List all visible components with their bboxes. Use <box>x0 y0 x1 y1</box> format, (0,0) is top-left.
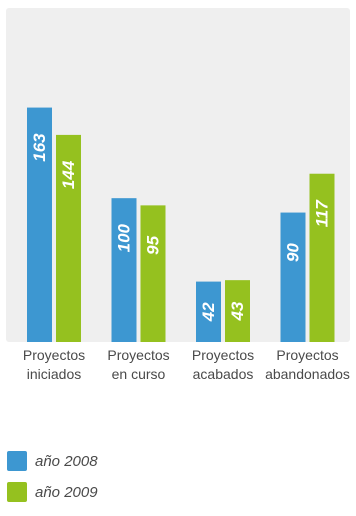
x-tick-label-3-line-1: abandonados <box>265 366 350 382</box>
legend-item-2008: año 2008 <box>7 451 98 471</box>
legend-item-2009: año 2009 <box>7 482 98 502</box>
bar-2-series-0 <box>196 281 221 342</box>
legend-swatch-2009 <box>7 482 27 502</box>
data-label-1-series-1: 95 <box>144 235 163 254</box>
bar-3-series-1 <box>309 173 335 342</box>
data-label-0-series-0: 163 <box>30 133 49 162</box>
data-label-2-series-0: 42 <box>199 302 218 322</box>
bar-0-series-0 <box>27 107 52 343</box>
bar-0-series-1 <box>56 134 81 342</box>
bar-1-series-1 <box>140 205 166 342</box>
legend-label-2009: año 2009 <box>35 483 98 501</box>
data-label-3-series-1: 117 <box>313 199 332 228</box>
x-tick-label-1-line-1: en curso <box>112 366 166 382</box>
x-tick-label-3-line-0: Proyectos <box>276 347 338 363</box>
bars-group: 163 144 100 95 42 43 90 117 <box>27 107 335 343</box>
x-tick-label-0-line-0: Proyectos <box>23 347 85 363</box>
legend-swatch-2008 <box>7 451 27 471</box>
bar-2-series-1 <box>225 280 250 342</box>
bar-1-series-0 <box>111 198 137 342</box>
x-tick-labels: Proyectos iniciados Proyectos en curso Proye… <box>23 347 350 382</box>
x-tick-label-0-line-1: iniciados <box>27 366 81 382</box>
legend-label-2008: año 2008 <box>35 452 98 470</box>
data-label-0-series-1: 144 <box>59 160 78 189</box>
plot-background <box>6 8 350 342</box>
bar-3-series-0 <box>280 212 306 342</box>
x-tick-label-2-line-1: acabados <box>193 366 254 382</box>
data-label-3-series-0: 90 <box>284 243 303 262</box>
data-label-1-series-0: 100 <box>115 223 134 252</box>
x-tick-label-2-line-0: Proyectos <box>192 347 254 363</box>
data-label-2-series-1: 43 <box>228 301 247 321</box>
x-tick-label-1-line-0: Proyectos <box>107 347 169 363</box>
